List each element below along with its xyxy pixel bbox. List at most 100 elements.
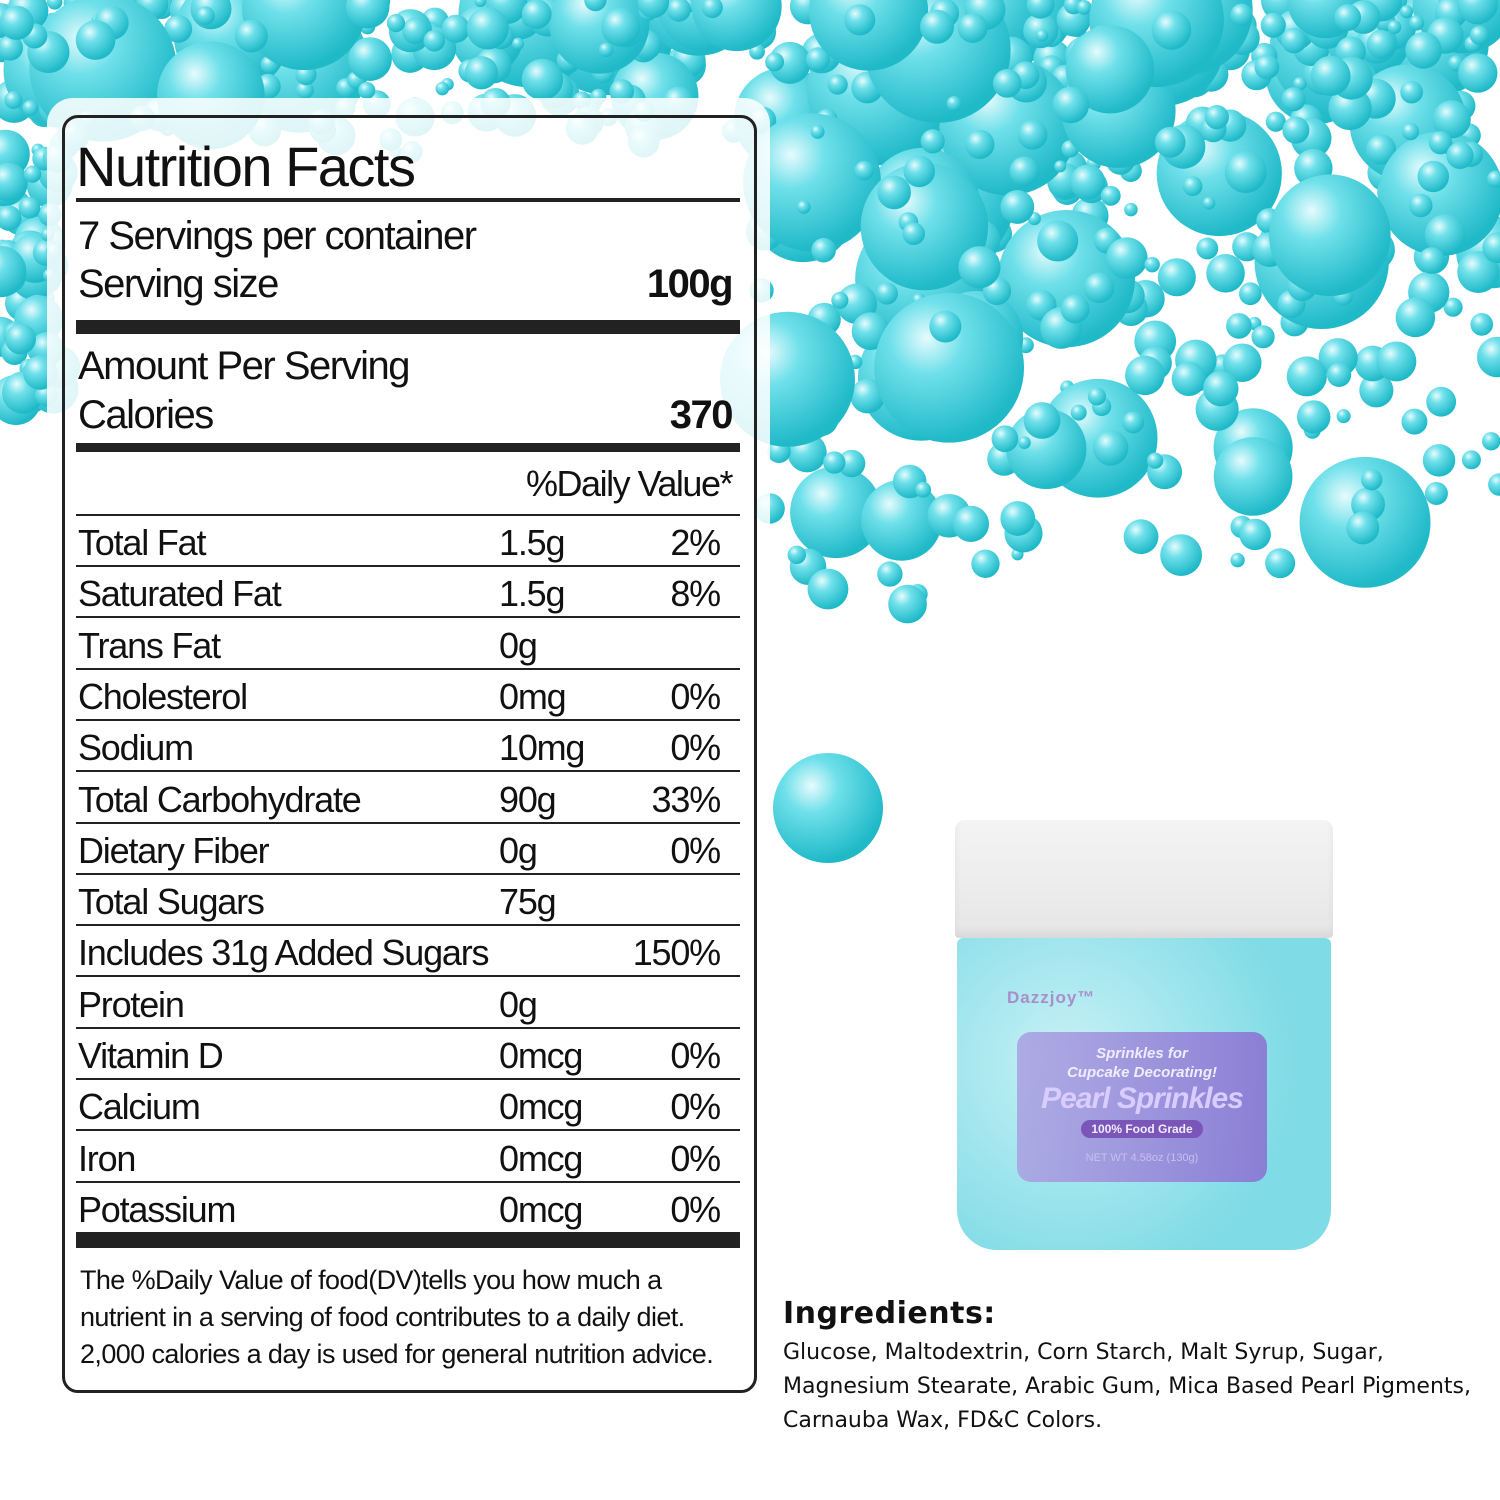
pearl: [1365, 134, 1397, 165]
pearl: [874, 292, 1025, 443]
pearl: [903, 155, 936, 188]
pearl: [1366, 29, 1396, 59]
nutrient-amount: 0mcg: [499, 1137, 583, 1179]
pearl: [957, 13, 988, 43]
pearl: [992, 69, 1022, 98]
pearl: [831, 291, 849, 309]
pearl: [1488, 473, 1500, 496]
ingredients-text: Glucose, Maltodextrin, Corn Starch, Malt…: [783, 1340, 1471, 1433]
pearl: [1151, 10, 1192, 50]
pearl: [854, 160, 874, 181]
pearl: [46, 0, 63, 10]
nutrient-amount: 0g: [499, 624, 538, 666]
brand-logo: Dazzjoy™: [1007, 988, 1096, 1007]
pearl: [1160, 534, 1203, 577]
pearl: [1418, 247, 1445, 274]
pearl: [521, 58, 564, 101]
pearl: [929, 310, 962, 343]
pearl: [1251, 325, 1275, 349]
nutrient-amount: 90g: [499, 778, 557, 820]
pearl: [1060, 294, 1090, 324]
pearl: [837, 449, 866, 478]
nutrient-name: Potassium: [78, 1188, 236, 1230]
pearl: [765, 52, 785, 72]
pearl: [1281, 27, 1307, 54]
pearl: [1171, 361, 1206, 397]
pearl: [1230, 552, 1245, 568]
nutrient-amount: 75g: [499, 881, 557, 923]
nutrient-row: Protein 0g: [76, 978, 740, 1029]
nutrient-name: Protein: [78, 983, 185, 1025]
pearl: [1023, 402, 1061, 439]
nutrient-row: Trans Fat 0g: [76, 619, 740, 670]
pearl: [787, 545, 807, 565]
jar-label: Sprinkles for Cupcake Decorating! Pearl S…: [1017, 1032, 1267, 1182]
pearl: [1202, 196, 1216, 210]
net-weight: NET WT 4.58oz (130g): [1085, 1152, 1199, 1164]
pearl: [75, 20, 116, 60]
pearl: [474, 0, 487, 8]
pearl: [1482, 432, 1500, 451]
nutrient-row: Sodium 10mg 0%: [76, 721, 740, 773]
pearl: [877, 175, 911, 210]
divider: [76, 198, 740, 202]
pearl: [1123, 519, 1159, 555]
daily-value-footnote: The %Daily Value of food(DV)tells you ho…: [80, 1262, 714, 1373]
pearl: [1424, 214, 1466, 255]
pearl: [1000, 190, 1035, 224]
pearl: [1230, 3, 1253, 26]
nutrient-amount: 0mcg: [499, 1188, 583, 1230]
pearl: [1424, 481, 1448, 505]
jar-lid: [955, 820, 1333, 938]
food-grade-badge: 100% Food Grade: [1081, 1120, 1203, 1138]
nutrient-name: Total Fat: [78, 522, 206, 563]
pearl: [920, 9, 955, 44]
pearl: [1293, 77, 1307, 91]
pearl: [1204, 105, 1229, 130]
pearl: [1106, 237, 1148, 279]
footnote-line: 2,000 calories a day is used for general…: [80, 1339, 714, 1369]
pearl: [902, 222, 926, 246]
pearl: [1239, 282, 1262, 306]
pearl: [1400, 80, 1423, 104]
footnote-line: The %Daily Value of food(DV)tells you ho…: [80, 1265, 662, 1295]
pearl: [790, 466, 882, 559]
nutrient-row: Potassium 0mcg 0%: [76, 1183, 740, 1234]
nutrient-row: Calcium 0mcg 0%: [76, 1080, 740, 1132]
pearl: [0, 162, 28, 202]
nutrient-name: Sodium: [78, 727, 194, 769]
pearl: [23, 165, 42, 183]
pearl: [609, 79, 635, 104]
calories-label: Calories: [78, 393, 214, 437]
nutrient-row: Total Fat 1.5g 2%: [76, 516, 740, 567]
pearl: [773, 753, 883, 863]
pearl: [466, 7, 509, 50]
pearl: [1334, 4, 1362, 31]
pearl: [1359, 373, 1394, 408]
pearl: [861, 479, 943, 561]
pearl: [1457, 250, 1500, 294]
nutrient-amount: 0g: [499, 829, 538, 871]
pearl: [1026, 0, 1055, 19]
pearl: [234, 19, 268, 53]
pearl: [1469, 25, 1489, 45]
pearl: [1269, 174, 1391, 296]
pearl: [1260, 12, 1286, 38]
pearl: [1239, 518, 1271, 551]
nutrient-name: Includes 31g Added Sugars: [78, 932, 490, 974]
pearl: [1281, 87, 1306, 112]
nutrient-daily-value: 0%: [670, 1137, 721, 1179]
nutrient-daily-value: 0%: [670, 1035, 721, 1076]
pearl: [1226, 313, 1252, 339]
pearl: [810, 124, 825, 139]
nutrient-daily-value: 150%: [632, 932, 721, 974]
label-subtitle: Sprinkles for: [1096, 1045, 1188, 1062]
pearl: [1326, 362, 1352, 387]
pearl: [1122, 411, 1145, 434]
serving-size-value: 100g: [646, 262, 734, 306]
pearl: [402, 17, 429, 45]
pearl: [1426, 386, 1457, 417]
pearl: [1213, 437, 1293, 516]
pearl: [296, 80, 314, 99]
daily-value-header: %Daily Value*: [526, 463, 733, 504]
